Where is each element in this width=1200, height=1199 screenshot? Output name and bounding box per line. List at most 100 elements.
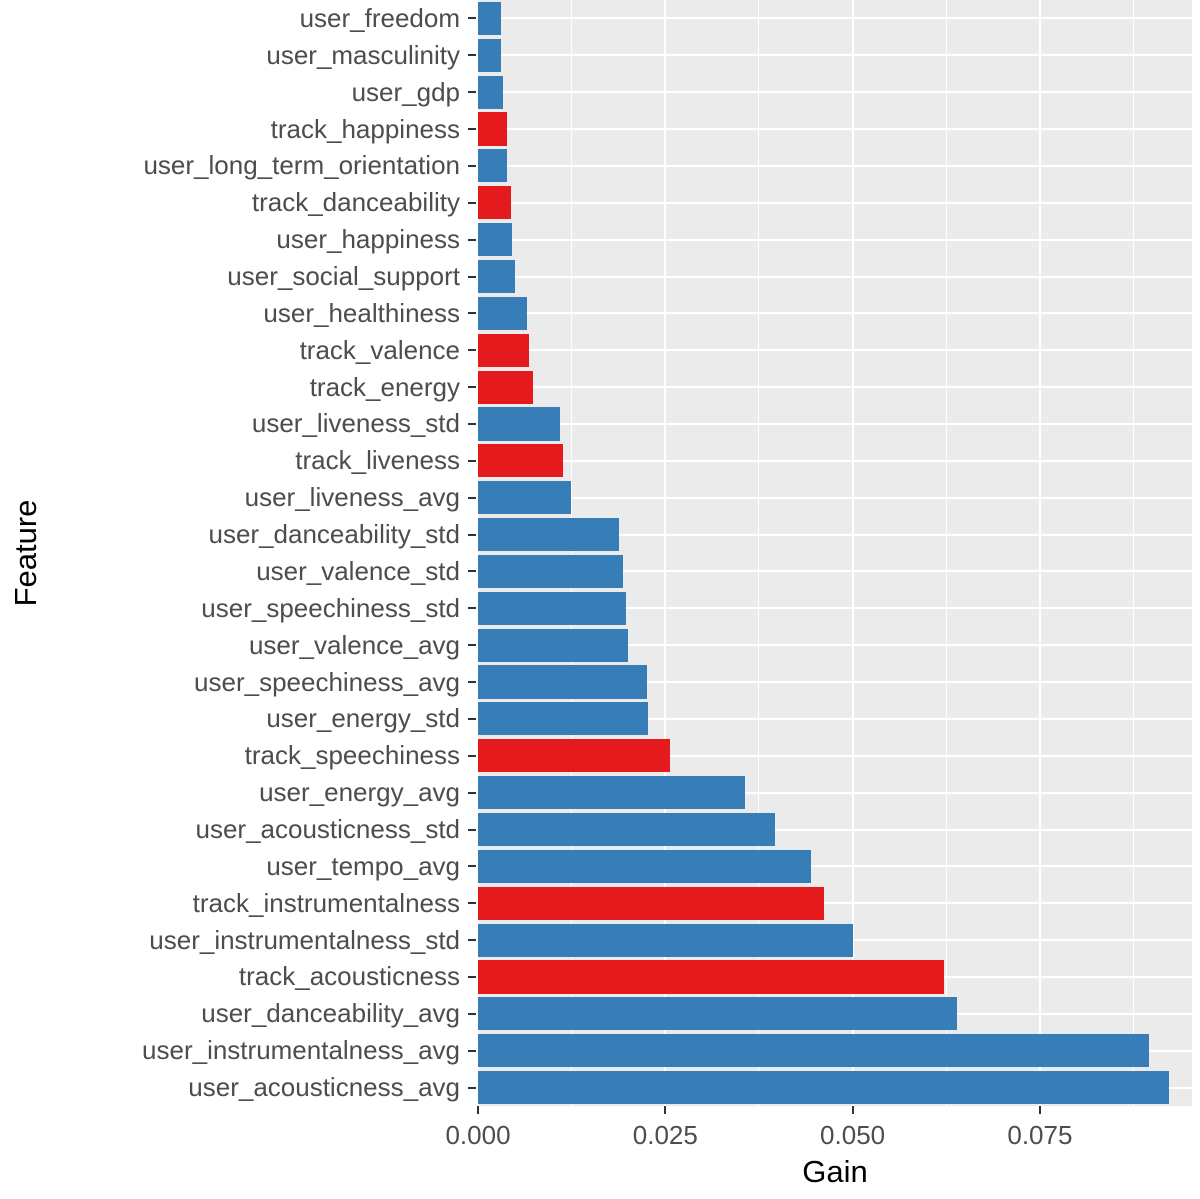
y-tick-label: user_gdp — [351, 76, 460, 107]
y-tick-label: user_instrumentalness_avg — [142, 1035, 460, 1066]
minor-gridline — [945, 0, 947, 1106]
bar-user_valence_avg — [478, 628, 628, 662]
y-tick-label: user_happiness — [276, 224, 460, 255]
y-tick-mark — [468, 570, 476, 573]
category-gridline — [478, 128, 1192, 131]
y-tick-label: track_liveness — [295, 445, 460, 476]
bar-track_happiness — [478, 112, 508, 146]
y-tick-label: track_acousticness — [238, 961, 460, 992]
bar-track_speechiness — [478, 739, 670, 773]
bar-user_speechiness_avg — [478, 665, 648, 699]
y-tick-label: user_instrumentalness_std — [149, 924, 460, 955]
x-tick-mark — [477, 1106, 479, 1114]
y-tick-mark — [468, 422, 476, 425]
major-gridline — [664, 0, 667, 1106]
y-tick-mark — [468, 607, 476, 610]
y-tick-mark — [468, 533, 476, 536]
bar-user_danceability_avg — [478, 997, 958, 1031]
y-tick-mark — [468, 164, 476, 167]
y-tick-mark — [468, 17, 476, 20]
x-tick-mark — [664, 1106, 667, 1114]
category-gridline — [478, 865, 1192, 868]
y-tick-mark — [468, 828, 476, 831]
y-tick-mark — [468, 91, 476, 94]
y-tick-label: track_danceability — [251, 187, 460, 218]
bar-user_danceability_std — [478, 517, 619, 552]
category-gridline — [478, 902, 1192, 905]
y-tick-label: user_healthiness — [263, 297, 460, 328]
y-tick-mark — [468, 975, 476, 978]
bar-user_speechiness_std — [478, 591, 626, 625]
y-tick-mark — [468, 939, 476, 942]
y-tick-label: user_speechiness_std — [201, 592, 460, 623]
category-gridline — [478, 17, 1192, 20]
y-tick-label: user_energy_std — [266, 703, 460, 734]
category-gridline — [478, 607, 1192, 610]
y-tick-mark — [468, 201, 476, 204]
y-tick-mark — [468, 312, 476, 315]
bar-user_liveness_avg — [478, 481, 571, 515]
category-gridline — [478, 386, 1192, 389]
bar-user_instrumentalness_avg — [478, 1034, 1149, 1068]
category-gridline — [478, 164, 1192, 167]
y-tick-mark — [468, 791, 476, 794]
y-tick-label: user_liveness_avg — [244, 482, 460, 513]
y-tick-mark — [468, 754, 476, 757]
bar-user_liveness_std — [478, 407, 560, 441]
bar-user_long_term_orientation — [478, 149, 508, 183]
bar-track_danceability — [478, 186, 511, 220]
y-tick-label: track_speechiness — [244, 740, 460, 771]
category-gridline — [478, 496, 1192, 499]
major-gridline — [851, 0, 854, 1106]
y-tick-mark — [468, 238, 476, 241]
category-gridline — [478, 791, 1192, 794]
bar-user_energy_std — [478, 702, 649, 736]
x-tick-label: 0.025 — [632, 1120, 698, 1150]
bar-track_energy — [478, 370, 534, 404]
minor-gridline — [1133, 0, 1135, 1106]
y-tick-mark — [468, 681, 476, 684]
category-gridline — [478, 570, 1192, 573]
y-tick-label: user_freedom — [299, 2, 460, 33]
y-tick-mark — [468, 1012, 476, 1015]
y-tick-label: user_long_term_orientation — [143, 150, 460, 181]
y-tick-label: user_masculinity — [266, 39, 460, 70]
bar-user_happiness — [478, 223, 512, 257]
bar-user_valence_std — [478, 554, 623, 588]
bar-user_masculinity — [478, 38, 502, 72]
y-tick-mark — [468, 386, 476, 389]
y-tick-label: user_acousticness_avg — [188, 1072, 460, 1103]
y-tick-mark — [468, 1086, 476, 1089]
category-gridline — [478, 422, 1192, 425]
y-tick-mark — [468, 644, 476, 647]
y-tick-mark — [468, 54, 476, 57]
bar-user_gdp — [478, 75, 503, 109]
y-tick-label: user_energy_avg — [259, 777, 460, 808]
y-tick-mark — [468, 1049, 476, 1052]
category-gridline — [478, 54, 1192, 57]
y-tick-label: user_tempo_avg — [266, 850, 460, 881]
y-tick-label: track_energy — [309, 371, 460, 402]
bar-user_instrumentalness_std — [478, 923, 854, 957]
category-gridline — [478, 828, 1192, 831]
y-tick-mark — [468, 717, 476, 720]
category-gridline — [478, 349, 1192, 352]
y-tick-mark — [468, 128, 476, 131]
category-gridline — [478, 312, 1192, 315]
bar-track_instrumentalness — [478, 886, 825, 920]
x-tick-mark — [1038, 1106, 1041, 1114]
plot-panel — [477, 0, 1192, 1106]
category-gridline — [478, 754, 1192, 757]
y-tick-label: user_liveness_std — [251, 408, 460, 439]
x-axis-title: Gain — [802, 1154, 868, 1189]
bar-user_acousticness_avg — [478, 1070, 1169, 1105]
category-gridline — [478, 681, 1192, 684]
y-tick-label: track_happiness — [270, 113, 460, 144]
bar-user_healthiness — [478, 296, 528, 330]
bar-user_acousticness_std — [478, 812, 776, 847]
major-gridline — [477, 0, 479, 1106]
category-gridline — [478, 533, 1192, 536]
y-tick-mark — [468, 349, 476, 352]
category-gridline — [478, 91, 1192, 94]
